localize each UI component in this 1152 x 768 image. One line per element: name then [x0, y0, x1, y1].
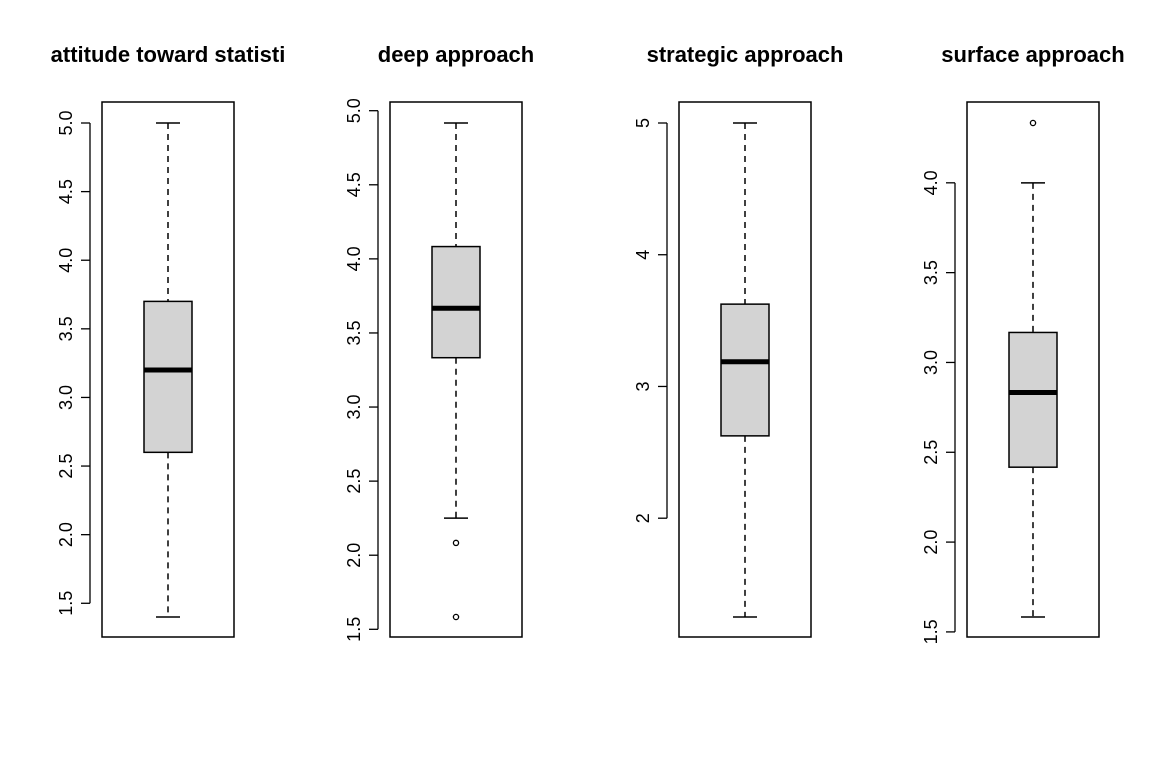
outlier-point	[1029, 119, 1037, 127]
y-tick-label: 3.5	[344, 320, 364, 345]
boxplot-panel-3: strategic approach 2 3 4 5	[633, 42, 844, 638]
y-tick-label: 2	[633, 513, 653, 523]
y-tick-label: 5	[633, 118, 653, 128]
iqr-box	[431, 245, 481, 359]
y-tick-label: 4.5	[56, 179, 76, 204]
iqr-box	[143, 300, 193, 454]
outlier-point	[452, 539, 460, 547]
y-tick-label: 2.0	[921, 530, 941, 555]
y-tick-label: 1.5	[921, 619, 941, 644]
iqr-box	[1008, 331, 1058, 468]
y-tick-label: 2.5	[344, 469, 364, 494]
y-tick-label: 4	[633, 250, 653, 260]
y-tick-label: 5.0	[56, 110, 76, 135]
panel-title: strategic approach	[647, 42, 844, 67]
y-tick-label: 4.0	[921, 170, 941, 195]
y-tick-label: 3.0	[921, 350, 941, 375]
y-tick-label: 3.0	[344, 395, 364, 420]
y-tick-label: 4.5	[344, 172, 364, 197]
y-tick-label: 3.0	[56, 385, 76, 410]
y-tick-label: 3	[633, 381, 653, 391]
y-tick-label: 2.0	[344, 543, 364, 568]
panel-title: deep approach	[378, 42, 534, 67]
y-tick-label: 2.0	[56, 522, 76, 547]
boxplot-panel-4: surface approach 1.5 2.0 2.5 3.0 3.5 4.0	[921, 42, 1125, 644]
boxplot-panel-2: deep approach 1.5 2.0 2.5 3.0 3.5 4.0 4.5 5.0	[344, 42, 534, 642]
panel-title: attitude toward statisti	[51, 42, 286, 67]
plot-frame	[678, 101, 812, 638]
y-tick-label: 1.5	[56, 591, 76, 616]
plot-frame	[966, 101, 1100, 638]
outlier-point	[452, 613, 460, 621]
y-tick-label: 2.5	[56, 454, 76, 479]
y-tick-label: 4.0	[344, 246, 364, 271]
boxplot-panel-1: attitude toward statisti 1.5 2.0 2.5 3.0 3.5 4…	[51, 42, 286, 638]
y-tick-label: 3.5	[56, 316, 76, 341]
plot-frame	[389, 101, 523, 638]
y-tick-label: 2.5	[921, 440, 941, 465]
y-tick-label: 1.5	[344, 617, 364, 642]
y-tick-label: 3.5	[921, 260, 941, 285]
iqr-box	[720, 303, 770, 437]
panel-title: surface approach	[941, 42, 1124, 67]
y-tick-label: 5.0	[344, 98, 364, 123]
y-tick-label: 4.0	[56, 248, 76, 273]
plot-frame	[101, 101, 235, 638]
